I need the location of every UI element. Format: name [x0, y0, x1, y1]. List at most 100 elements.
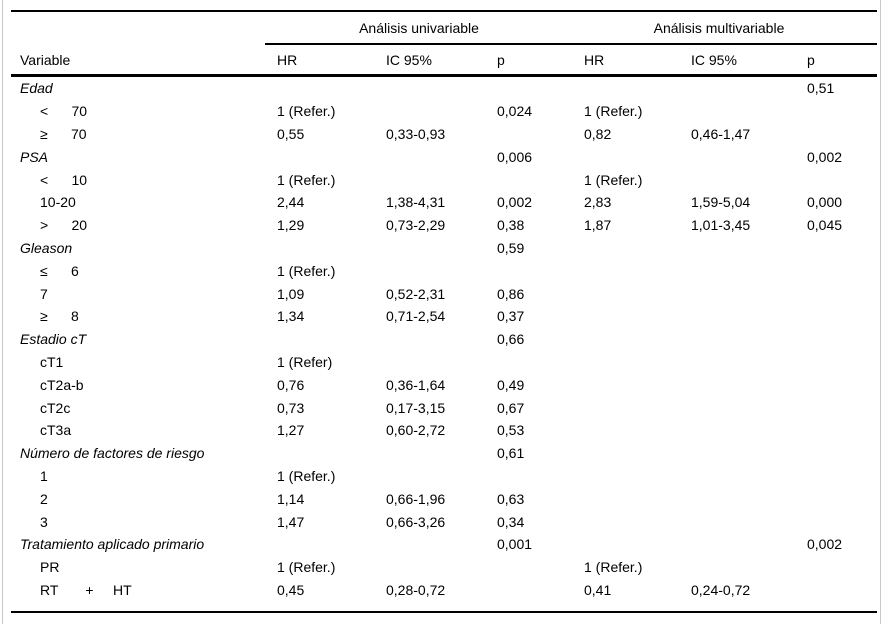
row-label-variable-level: 1 [40, 467, 48, 484]
row-label-variable-level: ≥ 8 [40, 308, 79, 325]
row-label-variable-level: cT1 [40, 353, 64, 370]
cell-ic95-multivariable: 0,46-1,47 [691, 125, 751, 142]
cell-hr-multivariable: 0,82 [584, 125, 612, 142]
cell-ic95-univariable: 0,60-2,72 [386, 422, 446, 439]
table-row: < 70 1 (Refer.) 0,024 1 (Refer.) [11, 100, 877, 123]
table-row: cT1 1 (Refer) [11, 351, 877, 374]
row-label-variable-group: Edad [20, 80, 53, 97]
spanner-multivariable: Análisis multivariable [653, 19, 785, 36]
table-row: 10-20 2,44 1,38-4,31 0,002 2,83 1,59-5,04 0,00… [11, 191, 877, 214]
table-row: PR 1 (Refer.) 1 (Refer.) [11, 556, 877, 579]
cell-hr-multivariable: 1 (Refer.) [584, 171, 643, 188]
cell-p-univariable: 0,002 [497, 194, 533, 211]
cell-p-univariable: 0,001 [497, 536, 533, 553]
row-label-variable-level: < 10 [40, 171, 88, 188]
table-row: 2 1,14 0,66-1,96 0,63 [11, 487, 877, 510]
cell-hr-univariable: 1,27 [277, 422, 305, 439]
cell-p-univariable: 0,67 [497, 399, 525, 416]
table-row: Edad 0,51 [11, 77, 877, 100]
cell-p-univariable: 0,66 [497, 331, 525, 348]
cell-hr-multivariable: 2,83 [584, 194, 612, 211]
table-row: cT3a 1,27 0,60-2,72 0,53 [11, 419, 877, 442]
table-row: Gleason 0,59 [11, 237, 877, 260]
cell-hr-univariable: 1 (Refer.) [277, 262, 336, 279]
cell-ic95-univariable: 0,52-2,31 [386, 285, 446, 302]
cell-p-univariable: 0,34 [497, 513, 525, 530]
cell-hr-multivariable: 1 (Refer.) [584, 559, 643, 576]
table-row: 7 1,09 0,52-2,31 0,86 [11, 282, 877, 305]
cell-ic95-univariable: 0,66-1,96 [386, 490, 446, 507]
row-label-variable-level: < 70 [40, 103, 88, 120]
row-label-variable-level: 3 [40, 513, 48, 530]
cell-p-multivariable: 0,002 [807, 148, 843, 165]
table-body: Edad 0,51 < 70 1 (Refer.) 0,024 1 (Refer.) ≥ 7… [11, 77, 877, 601]
cell-hr-univariable: 1 (Refer.) [277, 559, 336, 576]
row-label-variable-level: 7 [40, 285, 48, 302]
table-row: Tratamiento aplicado primario 0,001 0,002 [11, 533, 877, 556]
header-bottom-rule [11, 74, 877, 77]
cell-hr-univariable: 1,29 [277, 217, 305, 234]
cell-p-univariable: 0,61 [497, 445, 525, 462]
cell-ic95-univariable: 0,66-3,26 [386, 513, 446, 530]
table-row: 1 1 (Refer.) [11, 465, 877, 488]
cell-p-univariable: 0,006 [497, 148, 533, 165]
table-row: ≤ 6 1 (Refer.) [11, 259, 877, 282]
column-header-p-multivariable: p [807, 51, 815, 68]
table-row: ≥ 8 1,34 0,71-2,54 0,37 [11, 305, 877, 328]
column-header-hr-multivariable: HR [584, 51, 605, 68]
cell-hr-univariable: 1,34 [277, 308, 305, 325]
cell-p-multivariable: 0,51 [807, 80, 835, 97]
spanner-univariable: Análisis univariable [359, 19, 479, 36]
cell-ic95-multivariable: 1,01-3,45 [691, 217, 751, 234]
row-label-variable-group: PSA [20, 148, 49, 165]
cell-hr-multivariable: 0,41 [584, 581, 612, 598]
cell-hr-univariable: 0,76 [277, 376, 305, 393]
table-row: < 10 1 (Refer.) 1 (Refer.) [11, 168, 877, 191]
cell-ic95-univariable: 0,33-0,93 [386, 125, 446, 142]
table-top-rule [11, 10, 877, 12]
cell-p-multivariable: 0,045 [807, 217, 843, 234]
cell-hr-univariable: 1,09 [277, 285, 305, 302]
row-label-variable-level: PR [40, 559, 60, 576]
column-header-hr-univariable: HR [277, 51, 298, 68]
cell-ic95-univariable: 0,36-1,64 [386, 376, 446, 393]
cell-hr-univariable: 1 (Refer.) [277, 467, 336, 484]
cell-hr-univariable: 1,14 [277, 490, 305, 507]
row-label-variable-level: cT2c [40, 399, 71, 416]
cell-hr-univariable: 2,44 [277, 194, 305, 211]
cell-ic95-univariable: 1,38-4,31 [386, 194, 446, 211]
cell-p-multivariable: 0,000 [807, 194, 843, 211]
row-label-variable-level: ≤ 6 [40, 262, 79, 279]
cell-ic95-multivariable: 0,24-0,72 [691, 581, 751, 598]
row-label-variable-level: cT2a-b [40, 376, 84, 393]
table-row: cT2c 0,73 0,17-3,15 0,67 [11, 396, 877, 419]
cell-p-univariable: 0,53 [497, 422, 525, 439]
column-header-variable: Variable [20, 51, 71, 68]
row-label-variable-level: > 20 [40, 217, 88, 234]
column-header-row: Variable HR IC 95% p HR IC 95% p [11, 45, 877, 74]
row-label-variable-level: ≥ 70 [40, 125, 87, 142]
cell-p-univariable: 0,37 [497, 308, 525, 325]
table-bottom-rule [11, 611, 877, 614]
cell-ic95-univariable: 0,71-2,54 [386, 308, 446, 325]
cell-hr-univariable: 1 (Refer.) [277, 171, 336, 188]
column-header-ic95-univariable: IC 95% [386, 51, 432, 68]
row-label-variable-group: Número de factores de riesgo [20, 445, 205, 462]
cell-hr-multivariable: 1 (Refer.) [584, 103, 643, 120]
cell-hr-univariable: 1,47 [277, 513, 305, 530]
table-row: > 20 1,29 0,73-2,29 0,38 1,87 1,01-3,45 0,045 [11, 214, 877, 237]
row-label-variable-group: Estadio cT [20, 331, 87, 348]
row-label-variable-level: 10-20 [40, 194, 76, 211]
cell-p-multivariable: 0,002 [807, 536, 843, 553]
spanner-underline-rule [265, 43, 877, 45]
row-label-variable-level: cT3a [40, 422, 72, 439]
cell-hr-univariable: 0,55 [277, 125, 305, 142]
cell-p-univariable: 0,38 [497, 217, 525, 234]
table-row: 3 1,47 0,66-3,26 0,34 [11, 510, 877, 533]
spanner-header-row: Análisis univariable Análisis multivaria… [11, 12, 877, 43]
cell-hr-univariable: 0,73 [277, 399, 305, 416]
cell-ic95-multivariable: 1,59-5,04 [691, 194, 751, 211]
column-header-p-univariable: p [497, 51, 505, 68]
cell-ic95-univariable: 0,28-0,72 [386, 581, 446, 598]
